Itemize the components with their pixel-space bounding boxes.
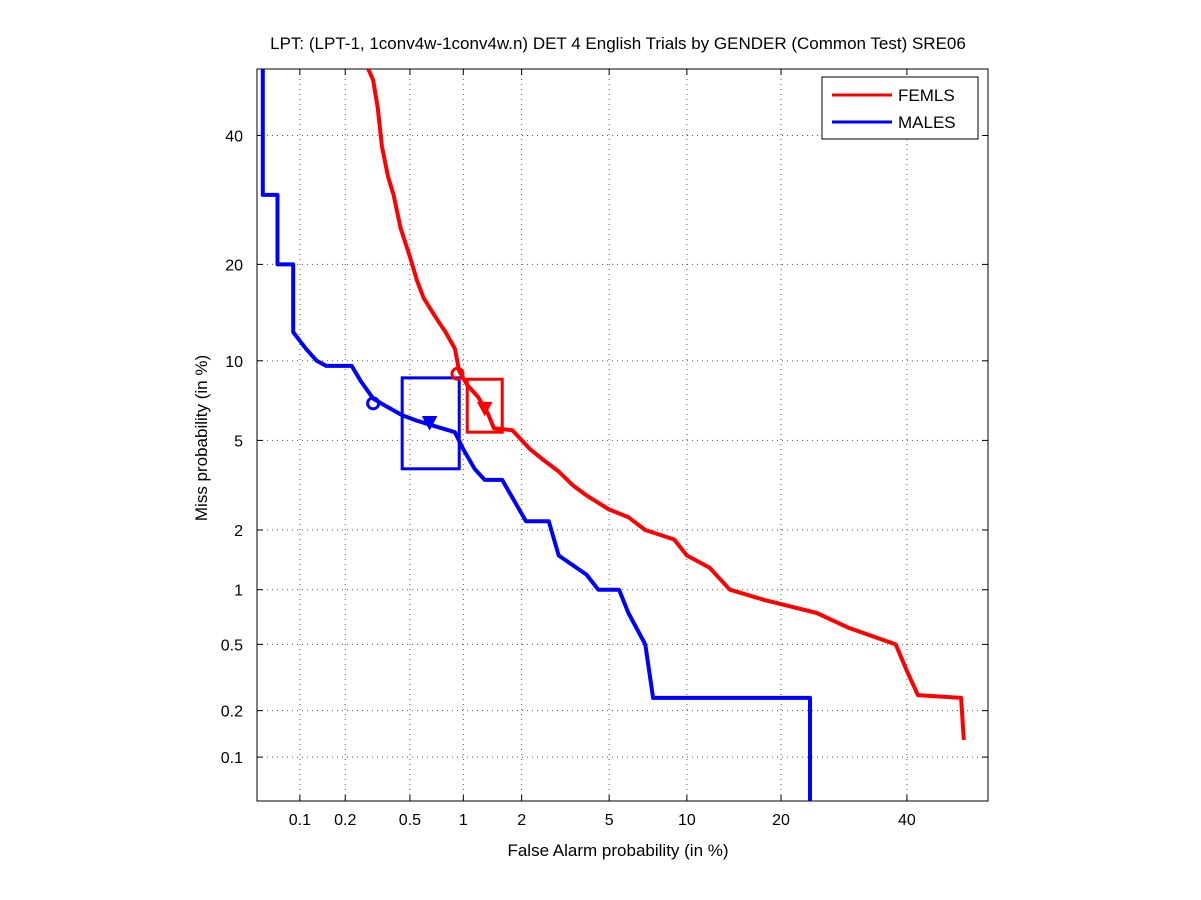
min-dcf-marker-males: [366, 396, 381, 411]
x-tick-label: 0.2: [334, 812, 356, 829]
y-tick-label: 0.1: [221, 750, 243, 767]
x-tick-label: 20: [772, 812, 790, 829]
x-tick-label: 0.5: [399, 812, 421, 829]
min-dcf-marker-femls: [450, 366, 465, 381]
y-tick-label: 5: [234, 433, 243, 450]
y-axis-title: Miss probability (in %): [192, 355, 211, 521]
y-tick-label: 0.2: [221, 704, 243, 721]
legend: FEMLS MALES: [821, 76, 979, 140]
x-tick-label: 40: [898, 812, 916, 829]
series-lines: [260, 69, 966, 801]
chart-title: LPT: (LPT-1, 1conv4w-1conv4w.n) DET 4 En…: [270, 34, 966, 53]
x-tick-label: 1: [459, 812, 468, 829]
confidence-box-femls: [465, 377, 504, 434]
x-tick-label: 0.1: [289, 812, 311, 829]
y-tick-label: 40: [225, 129, 243, 146]
plot-area: [256, 68, 989, 802]
legend-box: [821, 76, 979, 140]
confidence-box-males: [400, 376, 461, 471]
axis-ticks: 0.1 0.2 0.5 1 2 5 10 20 40 0.1 0.2 0.5 1 2 5 10 20 40: [221, 69, 988, 829]
actual-dcf-marker-femls: [476, 401, 493, 417]
operating-point-markers: [366, 366, 504, 471]
legend-label-males: MALES: [898, 113, 956, 132]
x-tick-label: 10: [678, 812, 696, 829]
legend-label-femls: FEMLS: [898, 86, 955, 105]
y-tick-label: 0.5: [221, 637, 243, 654]
y-tick-label: 20: [225, 257, 243, 274]
x-tick-label: 2: [517, 812, 526, 829]
y-tick-label: 2: [234, 523, 243, 540]
y-tick-label: 10: [225, 354, 243, 371]
series-line-males: [260, 69, 812, 801]
grid-lines: [257, 69, 988, 801]
x-axis-title: False Alarm probability (in %): [507, 841, 728, 860]
x-tick-label: 5: [605, 812, 614, 829]
series-line-femls: [366, 69, 966, 741]
actual-dcf-marker-males: [421, 416, 438, 431]
y-tick-label: 1: [234, 583, 243, 600]
